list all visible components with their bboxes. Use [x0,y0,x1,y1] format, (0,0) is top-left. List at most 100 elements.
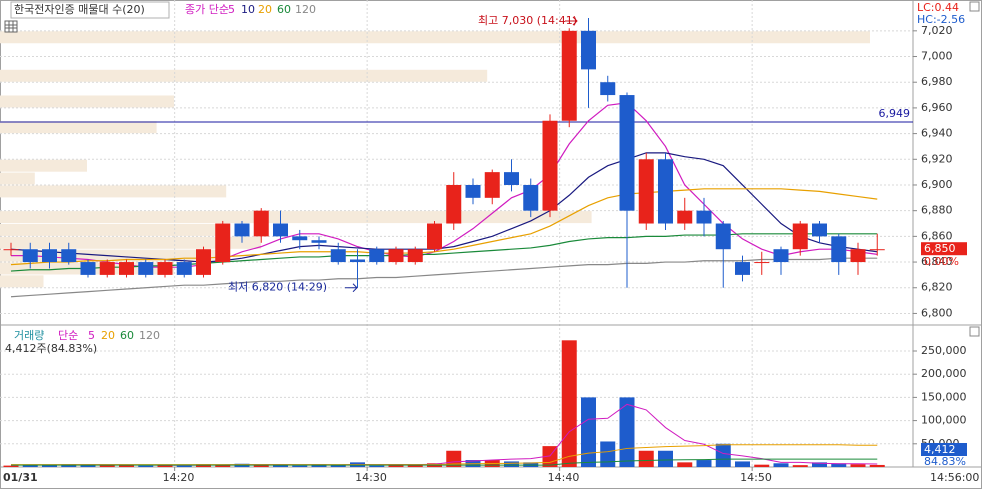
ma-line [11,102,878,268]
candle-body [638,159,654,224]
panel-button[interactable] [969,326,980,337]
candle-body [754,262,770,264]
volume-bar [3,465,19,467]
candle-body [619,95,635,211]
candle-body [99,262,115,275]
candle-body [542,120,558,211]
candle-body [176,262,192,275]
candle-body [22,249,38,263]
volume-summary: 4,412주(84.83%) [5,342,97,355]
candle-body [196,249,211,275]
ma-line [10,257,878,298]
candle-body [273,223,288,237]
volume-bar [812,462,827,467]
annotation-arrow [345,283,358,293]
volume-bar [388,465,404,467]
legend-title: 종가 단순 [185,3,229,16]
volume-bar [869,464,885,467]
candle-body [427,223,442,250]
candle-body [831,236,847,263]
y-tick-label: 6,920 [921,152,953,165]
volume-bar [735,461,750,467]
volume-bar [119,464,134,467]
volume-bar [22,464,38,467]
y-tick-label: 200,000 [921,367,967,380]
date-label: 01/31 [3,471,38,484]
candle-body [581,30,596,70]
candle-body [561,30,577,121]
volume-bar [696,460,712,467]
candle-body [234,223,250,237]
volume-bar [658,450,673,467]
candle-body [484,172,500,198]
volume-bar [157,465,173,467]
candle-body [369,249,385,263]
candle-body [600,82,616,96]
candle-body [292,236,308,241]
legend-entry: 5 [228,3,235,16]
ma-line [10,188,878,266]
candle-body [138,262,154,275]
candle-body [812,223,827,237]
volume-bar [99,465,115,467]
volume-bar [638,450,654,467]
grid-icon[interactable] [4,20,18,33]
current-price-label: 6,850 [924,242,956,255]
volume-profile-bar [0,159,87,172]
title-box [10,1,170,19]
candle-body [504,172,519,185]
ma-line [10,152,878,263]
y-tick-label: 6,880 [921,204,953,217]
volume-profile-bar [0,121,157,134]
chart-title: 한국전자인증 매물대 수(20) [14,3,145,16]
candle-body [658,159,673,224]
grid-icon-lines [5,21,17,32]
end-time-label: 14:56:00 [930,471,979,484]
candle-body [407,249,423,263]
candle-body [696,210,712,224]
volume-bar [754,464,770,467]
legend-entry: 20 [258,3,272,16]
x-tick-label: 14:40 [548,471,580,484]
y-tick-label: 6,900 [921,178,953,191]
y-tick-label: 7,020 [921,24,953,37]
y-tick-label: 150,000 [921,390,967,403]
candle-body [119,262,134,275]
volume-bar [273,464,288,467]
volume-bar [407,464,423,467]
volume-bar [715,443,731,467]
candle-body [253,210,269,237]
legend-entry: 5 [88,329,95,342]
candle-body [465,184,481,198]
volume-profile-bar [0,185,227,198]
volume-ma-line [11,458,878,466]
candle-body [61,249,77,263]
panel-button[interactable] [969,1,980,12]
y-tick-label: 6,980 [921,75,953,88]
candle-body [80,262,96,275]
volume-bar [176,465,192,467]
candle-body [330,249,346,263]
candle-body [677,210,693,224]
annotation: 최고 7,030 (14:41) [478,14,577,27]
current-price-box [921,242,967,256]
right-label: HC:-2.56 [917,13,965,26]
annotation-arrow [565,16,578,26]
reference-label: 6,949 [879,107,911,120]
volume-profile-bar [0,31,870,44]
volume-bar [792,465,808,467]
candle-body [792,223,808,250]
candle-body [869,249,885,251]
candle-body [311,240,327,243]
candle-body [3,249,19,251]
right-label: LC:0.44 [917,1,959,14]
volume-bar [504,461,519,467]
volume-bar [292,465,308,467]
candle-body [735,262,750,275]
volume-bar [677,462,693,467]
candle-body [350,259,365,263]
y-tick-label: 6,940 [921,127,953,140]
volume-bar [446,450,462,467]
volume-profile-bar [0,275,44,288]
legend-entry: 120 [295,3,316,16]
